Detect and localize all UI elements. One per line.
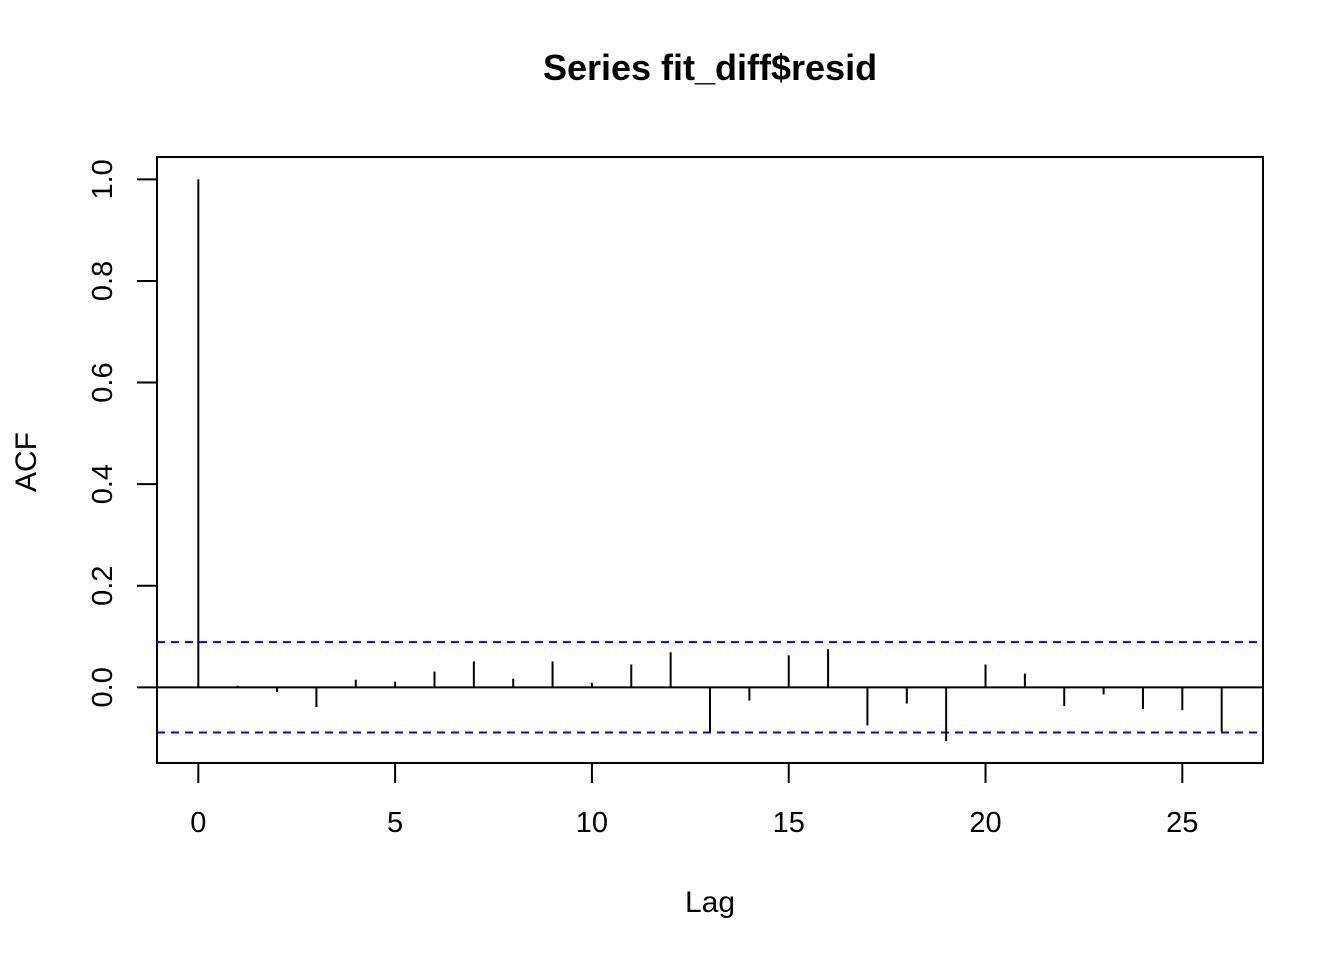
plot-frame bbox=[156, 156, 1264, 764]
y-tick-label: 0.8 bbox=[87, 261, 119, 301]
acf-bars bbox=[157, 179, 1263, 742]
x-axis-label: Lag bbox=[685, 886, 735, 919]
y-tick-label: 0.2 bbox=[87, 566, 119, 606]
x-axis: 0 5 10 15 20 25 bbox=[190, 762, 1198, 839]
y-axis: 0.0 0.2 0.4 0.6 0.8 1.0 bbox=[87, 159, 158, 707]
y-tick-label: 0.6 bbox=[87, 362, 119, 402]
x-tick-label: 5 bbox=[387, 807, 403, 839]
x-tick-label: 15 bbox=[773, 807, 805, 839]
x-tick-label: 25 bbox=[1166, 807, 1198, 839]
x-tick-label: 0 bbox=[190, 807, 206, 839]
chart-title: Series fit_diff$resid bbox=[543, 47, 877, 88]
y-tick-label: 0.0 bbox=[87, 667, 119, 707]
x-tick-label: 10 bbox=[576, 807, 608, 839]
x-tick-label: 20 bbox=[969, 807, 1001, 839]
y-axis-label: ACF bbox=[10, 432, 43, 492]
y-tick-label: 1.0 bbox=[87, 159, 119, 199]
y-tick-label: 0.4 bbox=[87, 464, 119, 504]
